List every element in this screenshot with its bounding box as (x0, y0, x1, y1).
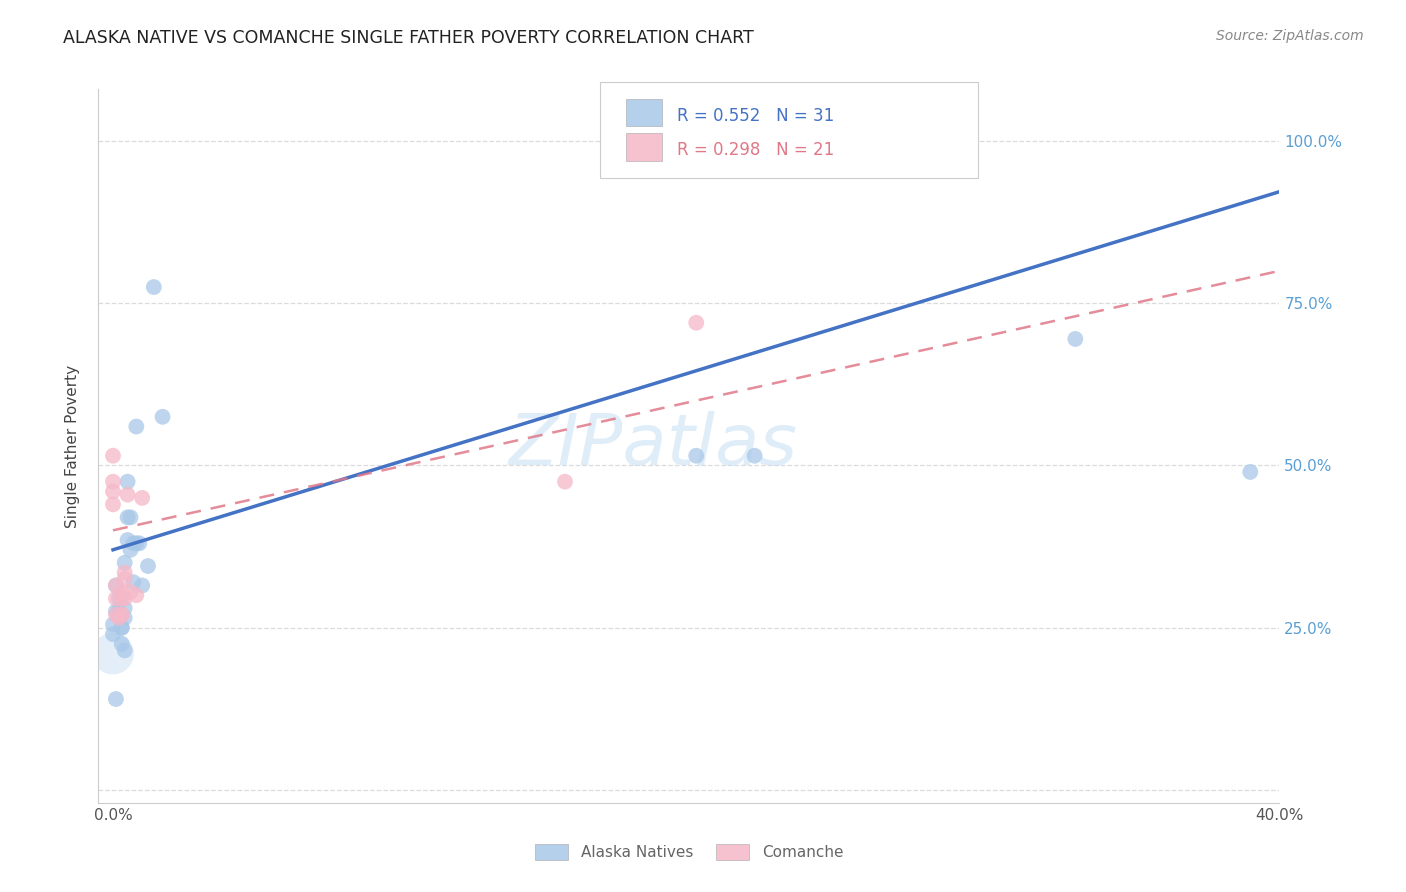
Text: ALASKA NATIVE VS COMANCHE SINGLE FATHER POVERTY CORRELATION CHART: ALASKA NATIVE VS COMANCHE SINGLE FATHER … (63, 29, 754, 46)
Point (101, 475, 124, 489)
Point (801, 134, 824, 148)
Point (598, 134, 620, 148)
Text: R = 0.552   N = 31: R = 0.552 N = 31 (678, 107, 834, 125)
Point (152, 409, 174, 424)
Point (104, 607, 127, 622)
Point (125, 419, 148, 434)
Point (101, 449, 124, 463)
Point (122, 575, 145, 590)
Point (131, 578, 153, 592)
Text: Source: ZipAtlas.com: Source: ZipAtlas.com (1216, 29, 1364, 43)
Point (104, 692, 127, 706)
Point (136, 559, 159, 574)
Point (117, 475, 139, 489)
Point (104, 591, 127, 606)
Point (685, 316, 707, 330)
Point (114, 572, 136, 586)
Point (111, 607, 134, 622)
Point (128, 536, 150, 550)
Point (101, 617, 124, 632)
Point (111, 621, 134, 635)
Point (131, 491, 153, 505)
Point (104, 578, 127, 592)
Point (104, 578, 127, 592)
Point (111, 621, 134, 635)
Point (114, 611, 136, 625)
Point (120, 510, 142, 524)
Point (108, 611, 131, 625)
Point (101, 627, 124, 641)
Point (685, 449, 707, 463)
Point (101, 647, 124, 661)
Point (120, 585, 142, 599)
Point (114, 601, 136, 615)
Point (1239, 465, 1261, 479)
Point (101, 497, 124, 511)
Y-axis label: Single Father Poverty: Single Father Poverty (65, 365, 80, 527)
FancyBboxPatch shape (626, 134, 662, 161)
Point (120, 542, 142, 557)
FancyBboxPatch shape (600, 82, 979, 178)
Point (117, 510, 139, 524)
FancyBboxPatch shape (626, 99, 662, 127)
Point (111, 591, 134, 606)
Point (114, 643, 136, 657)
Point (142, 280, 165, 294)
Point (122, 536, 145, 550)
Point (104, 604, 127, 618)
Point (117, 488, 139, 502)
Point (114, 566, 136, 580)
Point (114, 591, 136, 606)
Point (744, 449, 766, 463)
Legend: Alaska Natives, Comanche: Alaska Natives, Comanche (529, 838, 849, 866)
Point (117, 533, 139, 547)
Point (125, 588, 148, 602)
Point (1064, 332, 1087, 346)
Point (114, 556, 136, 570)
Point (108, 591, 131, 606)
Point (111, 585, 134, 599)
Point (111, 637, 134, 651)
Point (125, 536, 148, 550)
Point (111, 607, 134, 622)
Point (108, 604, 131, 618)
Point (101, 484, 124, 499)
Text: ZIPatlas: ZIPatlas (509, 411, 799, 481)
Text: R = 0.298   N = 21: R = 0.298 N = 21 (678, 141, 834, 159)
Point (554, 475, 576, 489)
